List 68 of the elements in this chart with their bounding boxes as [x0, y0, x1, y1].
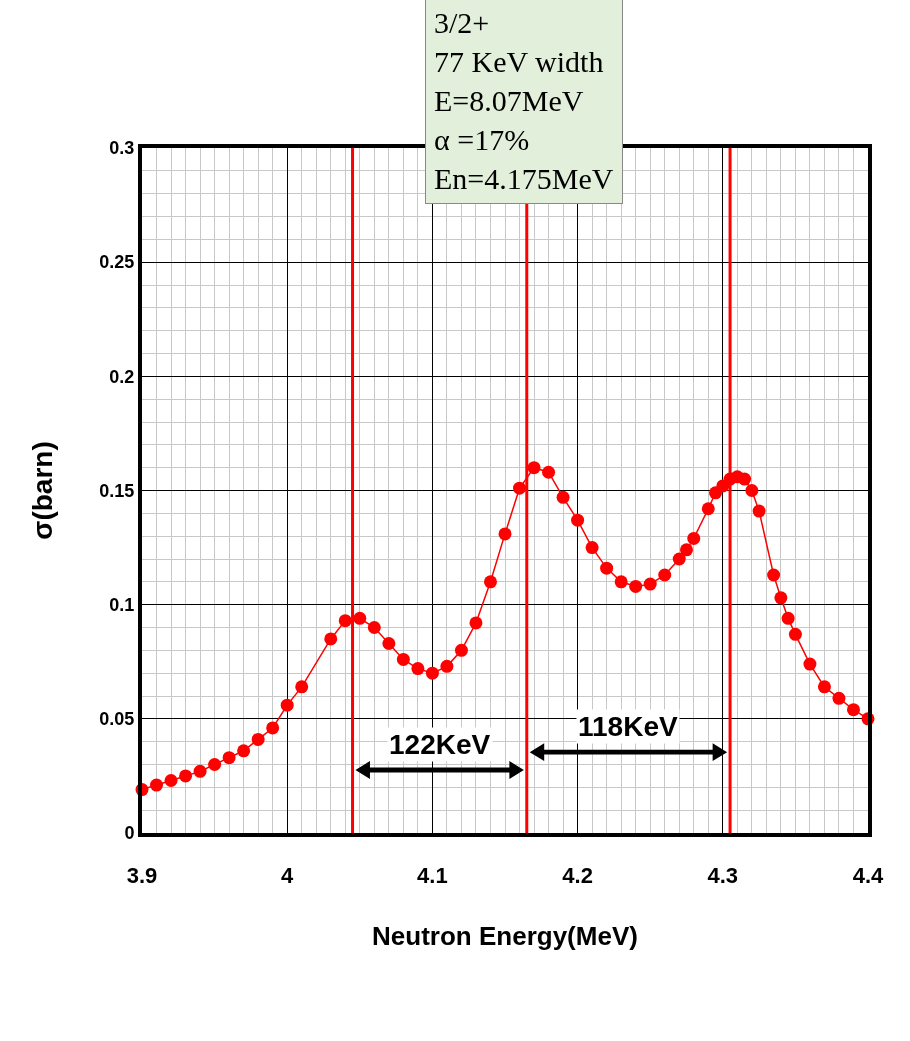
point	[324, 632, 338, 646]
point	[382, 636, 396, 650]
point	[425, 666, 439, 680]
point	[251, 732, 265, 746]
y-tick-label: 0.2	[109, 366, 135, 387]
point	[396, 652, 410, 666]
annotation: 3/2+ 77 KeV width E=8.07MeV α =17% En=4.175MeV	[434, 6, 614, 195]
point	[179, 769, 193, 783]
point	[454, 643, 468, 657]
point	[353, 611, 367, 625]
point	[367, 621, 381, 634]
x-tick-label: 4.3	[707, 863, 739, 889]
point	[672, 552, 686, 566]
point	[266, 721, 280, 735]
point	[629, 579, 643, 593]
x-tick-label: 4	[281, 863, 295, 889]
point	[585, 541, 599, 555]
x-tick-label: 4.1	[417, 863, 448, 889]
point	[832, 691, 846, 705]
point	[600, 561, 614, 575]
y-tick-label: 0.25	[99, 252, 135, 273]
y-tick-label: 0	[124, 823, 135, 844]
point	[752, 504, 766, 518]
point	[556, 490, 570, 504]
y-axis-title: σ(barn)	[26, 441, 58, 540]
point	[513, 481, 527, 495]
point	[745, 484, 759, 497]
annotation: 118KeV	[578, 711, 678, 742]
point	[237, 744, 251, 758]
point	[571, 513, 585, 527]
point	[680, 543, 693, 557]
point	[788, 627, 802, 641]
y-tick-label: 0.3	[109, 138, 135, 159]
point	[658, 568, 672, 582]
point	[817, 680, 831, 694]
point	[483, 575, 497, 589]
point	[295, 680, 309, 694]
point	[701, 502, 715, 516]
point	[803, 657, 817, 671]
x-tick-label: 4.4	[852, 863, 885, 889]
point	[469, 616, 483, 630]
annotation: 122KeV	[389, 729, 491, 760]
point	[150, 778, 164, 792]
point	[687, 531, 701, 545]
point	[774, 591, 788, 605]
point	[193, 764, 207, 778]
x-tick-label: 4.2	[562, 863, 593, 889]
x-axis-title: Neutron Energy(MeV)	[372, 920, 638, 951]
point	[164, 773, 178, 787]
point	[738, 472, 752, 486]
point	[338, 614, 352, 628]
y-tick-label: 0.15	[99, 480, 135, 501]
point	[498, 527, 512, 541]
point	[222, 751, 236, 765]
point	[781, 611, 795, 625]
point	[527, 461, 541, 475]
point	[542, 465, 556, 479]
point	[643, 577, 657, 591]
y-tick-label: 0.1	[109, 594, 135, 615]
point	[614, 575, 628, 589]
point	[846, 703, 860, 717]
x-tick-label: 3.9	[126, 863, 158, 889]
point	[767, 568, 781, 582]
point	[411, 662, 425, 676]
point	[208, 758, 222, 771]
point	[440, 659, 454, 673]
y-tick-label: 0.05	[99, 709, 135, 730]
point	[280, 698, 294, 712]
